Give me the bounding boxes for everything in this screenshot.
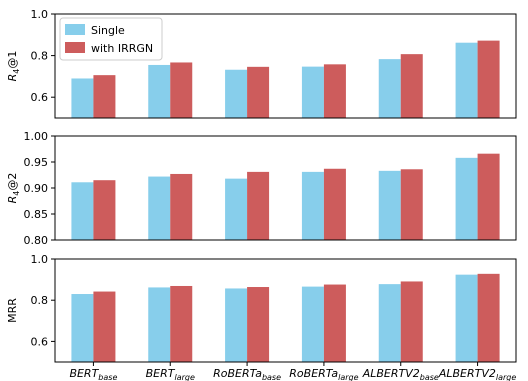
legend-swatch-0 — [65, 24, 85, 35]
bar-r2-irrgn-1 — [170, 173, 193, 240]
ytick-label-r1-0: 0.6 — [31, 91, 49, 104]
bar-r1-single-0 — [71, 78, 94, 118]
xtick-label-1: BERTlarge — [146, 367, 195, 381]
bar-mrr-irrgn-0 — [93, 291, 116, 362]
panel-r1: 0.6 0.8 1.0 R4@1 Single with IRRGN — [6, 8, 517, 119]
bar-r2-irrgn-2 — [247, 171, 270, 240]
bar-r1-single-1 — [148, 64, 171, 118]
bar-mrr-irrgn-5 — [477, 273, 500, 362]
ylabel-mrr: MRR — [6, 298, 19, 323]
xtick-label-5: ALBERTV2large — [438, 367, 517, 381]
ytick-label-r2-0: 0.80 — [24, 234, 49, 247]
bar-r1-irrgn-5 — [477, 40, 500, 118]
ytick-label-mrr-0: 0.6 — [31, 335, 49, 348]
ylabel-r1: R4@1 — [6, 51, 21, 82]
bar-r1-irrgn-2 — [247, 66, 270, 118]
ytick-label-r1-1: 0.8 — [31, 50, 49, 63]
bar-r2-irrgn-3 — [323, 168, 346, 240]
xtick-label-4: ALBERTV2base — [362, 367, 439, 381]
bar-r1-irrgn-1 — [170, 62, 193, 118]
ytick-label-r2-4: 1.00 — [24, 130, 49, 143]
bar-r1-irrgn-3 — [323, 64, 346, 118]
ytick-label-mrr-2: 1.0 — [31, 253, 49, 266]
bar-r1-irrgn-0 — [93, 75, 116, 118]
bar-mrr-irrgn-2 — [247, 287, 270, 362]
legend-label-0: Single — [91, 24, 125, 37]
panel-r2: 0.80 0.85 0.90 0.95 1.00 R4@2 — [6, 130, 517, 247]
bar-r2-irrgn-5 — [477, 153, 500, 240]
ytick-label-r2-3: 0.95 — [24, 156, 49, 169]
bar-mrr-single-3 — [301, 286, 324, 362]
legend-swatch-1 — [65, 42, 85, 53]
legend-label-1: with IRRGN — [91, 42, 153, 55]
xtick-label-2: RoBERTabase — [213, 367, 281, 381]
ytick-label-r2-1: 0.85 — [24, 208, 49, 221]
bar-r2-single-4 — [378, 170, 401, 240]
ytick-label-r1-2: 1.0 — [31, 8, 49, 21]
bar-r2-single-5 — [455, 157, 478, 240]
ytick-label-mrr-1: 0.8 — [31, 294, 49, 307]
xtick-label-3: RoBERTalarge — [289, 367, 358, 381]
bar-r1-single-4 — [378, 59, 401, 118]
bar-r1-single-2 — [225, 69, 248, 118]
bar-r2-irrgn-4 — [400, 169, 423, 240]
legend: Single with IRRGN — [59, 17, 163, 61]
bar-mrr-single-2 — [225, 288, 248, 362]
bar-mrr-single-1 — [148, 287, 171, 362]
xtick-label-0: BERTbase — [69, 367, 117, 381]
bar-r2-single-3 — [301, 171, 324, 240]
bar-r2-single-0 — [71, 182, 94, 240]
bar-mrr-irrgn-4 — [400, 281, 423, 362]
panel-mrr: 0.6 0.8 1.0 MRR — [6, 253, 517, 363]
bar-r2-single-1 — [148, 176, 171, 240]
axes-frame-mrr — [54, 258, 517, 363]
ytick-label-r2-2: 0.90 — [24, 182, 49, 195]
bar-mrr-single-5 — [455, 274, 478, 362]
bar-r2-single-2 — [225, 178, 248, 240]
legend-box — [59, 17, 163, 61]
bar-r2-irrgn-0 — [93, 180, 116, 240]
ylabel-r2: R4@2 — [6, 173, 21, 204]
bar-mrr-irrgn-1 — [170, 285, 193, 362]
bar-r1-irrgn-4 — [400, 54, 423, 118]
bar-r1-single-3 — [301, 66, 324, 118]
axes-frame-r2 — [54, 135, 517, 241]
bar-mrr-single-0 — [71, 294, 94, 362]
bar-mrr-irrgn-3 — [323, 284, 346, 362]
bar-r1-single-5 — [455, 42, 478, 119]
bar-mrr-single-4 — [378, 284, 401, 362]
axes-frame-r1 — [54, 13, 517, 119]
